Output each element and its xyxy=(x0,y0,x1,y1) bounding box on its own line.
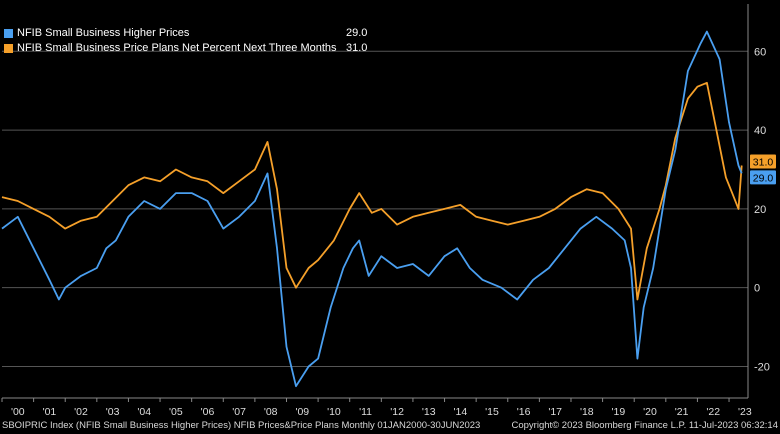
x-tick-label: '04 xyxy=(137,406,151,418)
x-tick-label: '21 xyxy=(675,406,689,418)
x-tick-label: '06 xyxy=(201,406,215,418)
y-tick-label: 40 xyxy=(754,125,766,137)
footer-source: SBOIPRIC Index (NFIB Small Business High… xyxy=(2,420,481,431)
legend-last-value: 29.0 xyxy=(346,27,368,39)
legend-entry: NFIB Small Business Higher Prices 29.0 xyxy=(4,26,367,41)
legend-label: NFIB Small Business Price Plans Net Perc… xyxy=(17,42,337,54)
x-tick-label: '03 xyxy=(106,406,120,418)
x-tick-label: '17 xyxy=(548,406,562,418)
legend-swatch xyxy=(4,29,13,38)
x-tick-label: '07 xyxy=(232,406,246,418)
footer-copyright: Copyright© 2023 Bloomberg Finance L.P. 1… xyxy=(511,420,779,431)
footer: SBOIPRIC Index (NFIB Small Business High… xyxy=(2,420,778,431)
badge-value: 29.0 xyxy=(753,172,774,184)
axes: -20 0 20 40 60 '00 '01 '02 '03 '04 '05 '06 '07 '08 '09… xyxy=(1,4,770,418)
x-tick-label: '05 xyxy=(169,406,183,418)
series-line-0 xyxy=(1,30,743,388)
badge-box xyxy=(750,170,776,185)
x-tick-label: '16 xyxy=(517,406,531,418)
x-tick-label: '02 xyxy=(74,406,88,418)
legend-label: NFIB Small Business Higher Prices xyxy=(17,27,190,39)
series-line-1 xyxy=(1,81,743,301)
last-value-badge: 31.0 xyxy=(750,154,776,169)
x-tick-label: '11 xyxy=(359,406,372,418)
legend-entry: NFIB Small Business Price Plans Net Perc… xyxy=(4,41,367,56)
x-tick-label: '08 xyxy=(264,406,278,418)
y-tick-label: -20 xyxy=(754,361,770,373)
last-value-badge: 29.0 xyxy=(750,170,776,185)
x-tick-label: '01 xyxy=(43,406,57,418)
x-tick-label: '22 xyxy=(706,406,720,418)
x-tick-label: '10 xyxy=(327,406,341,418)
series-lines xyxy=(1,30,743,388)
x-tick-label: '09 xyxy=(295,406,309,418)
y-tick-label: 0 xyxy=(754,283,760,295)
x-tick-label: '20 xyxy=(643,406,657,418)
x-tick-label: '18 xyxy=(580,406,594,418)
x-tick-label: '14 xyxy=(454,406,468,418)
badge-value: 31.0 xyxy=(753,157,774,169)
grid-lines xyxy=(2,50,748,367)
y-tick-label: 20 xyxy=(754,204,766,216)
x-tick-label: '19 xyxy=(612,406,626,418)
x-tick-label: '23 xyxy=(738,406,752,418)
x-tick-label: '13 xyxy=(422,406,436,418)
legend-last-value: 31.0 xyxy=(346,42,368,54)
badge-box xyxy=(750,154,776,169)
last-value-badges: 29.0 31.0 xyxy=(750,154,776,185)
x-tick-label: '00 xyxy=(11,406,25,418)
legend-swatch xyxy=(4,44,13,53)
x-tick-label: '15 xyxy=(485,406,499,418)
y-tick-label: 60 xyxy=(754,46,766,58)
x-tick-label: '12 xyxy=(390,406,404,418)
legend: NFIB Small Business Higher Prices 29.0 N… xyxy=(4,26,367,56)
